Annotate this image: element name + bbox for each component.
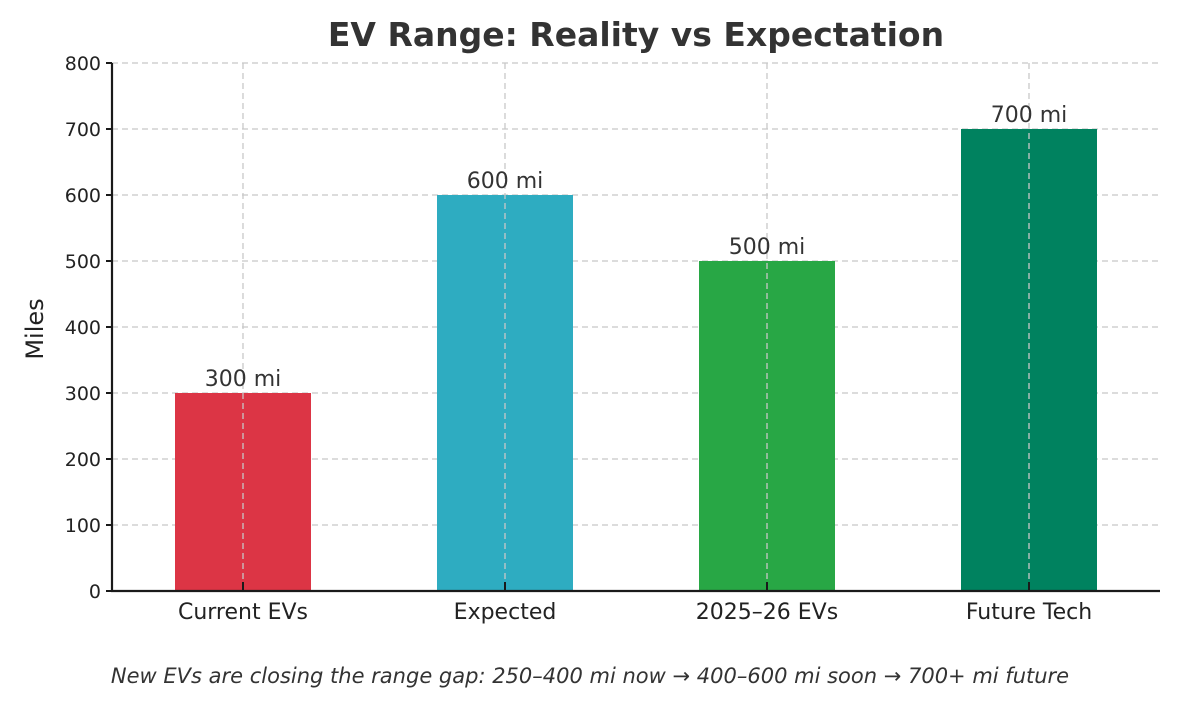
x-tick-label: Future Tech [966, 600, 1092, 625]
bars [175, 129, 1097, 591]
bar [175, 393, 311, 591]
x-tick-label: Expected [454, 600, 557, 625]
y-tick-label: 400 [65, 317, 101, 339]
x-tick-label: Current EVs [178, 600, 308, 625]
data-label: 700 mi [991, 103, 1068, 128]
y-tick-label: 100 [65, 515, 101, 537]
data-label: 600 mi [467, 169, 544, 194]
chart-title: EV Range: Reality vs Expectation [328, 15, 944, 54]
x-tick-labels: Current EVs Expected 2025–26 EVs Future Tec… [178, 600, 1092, 625]
y-tick-label: 700 [65, 119, 101, 141]
y-tick-label: 300 [65, 383, 101, 405]
data-labels: 300 mi 600 mi 500 mi 700 mi [205, 103, 1068, 392]
y-tick-label: 600 [65, 185, 101, 207]
data-label: 500 mi [729, 235, 806, 260]
chart-caption: New EVs are closing the range gap: 250–4… [111, 664, 1069, 688]
y-tick-label: 200 [65, 449, 101, 471]
y-tick-label: 500 [65, 251, 101, 273]
data-label: 300 mi [205, 367, 282, 392]
axes [106, 62, 1160, 593]
grid-lines-overlay [242, 63, 1030, 591]
y-axis-label: Miles [21, 298, 49, 359]
y-tick-label: 800 [65, 53, 101, 75]
y-tick-labels: 0 100 200 300 400 500 600 700 800 [65, 53, 101, 603]
x-tick-label: 2025–26 EVs [696, 600, 838, 625]
y-tick-label: 0 [89, 581, 101, 603]
